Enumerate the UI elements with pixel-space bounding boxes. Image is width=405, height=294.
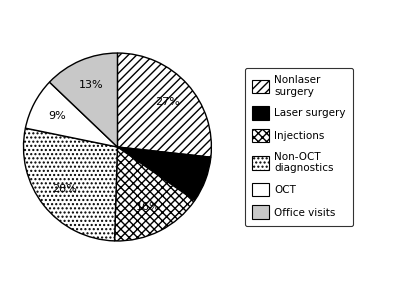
Text: 13%: 13%: [79, 80, 103, 90]
Wedge shape: [117, 53, 211, 157]
Wedge shape: [117, 147, 211, 201]
Wedge shape: [49, 53, 117, 147]
Text: 16%: 16%: [136, 203, 160, 213]
Text: 8%: 8%: [172, 166, 190, 176]
Text: 27%: 27%: [156, 97, 180, 107]
Text: 9%: 9%: [49, 111, 66, 121]
Text: 28%: 28%: [52, 184, 77, 194]
Legend: Nonlaser
surgery, Laser surgery, Injections, Non-OCT
diagnostics, OCT, Office vi: Nonlaser surgery, Laser surgery, Injecti…: [245, 68, 353, 226]
Wedge shape: [115, 147, 195, 241]
Wedge shape: [23, 128, 117, 241]
Wedge shape: [26, 82, 117, 147]
